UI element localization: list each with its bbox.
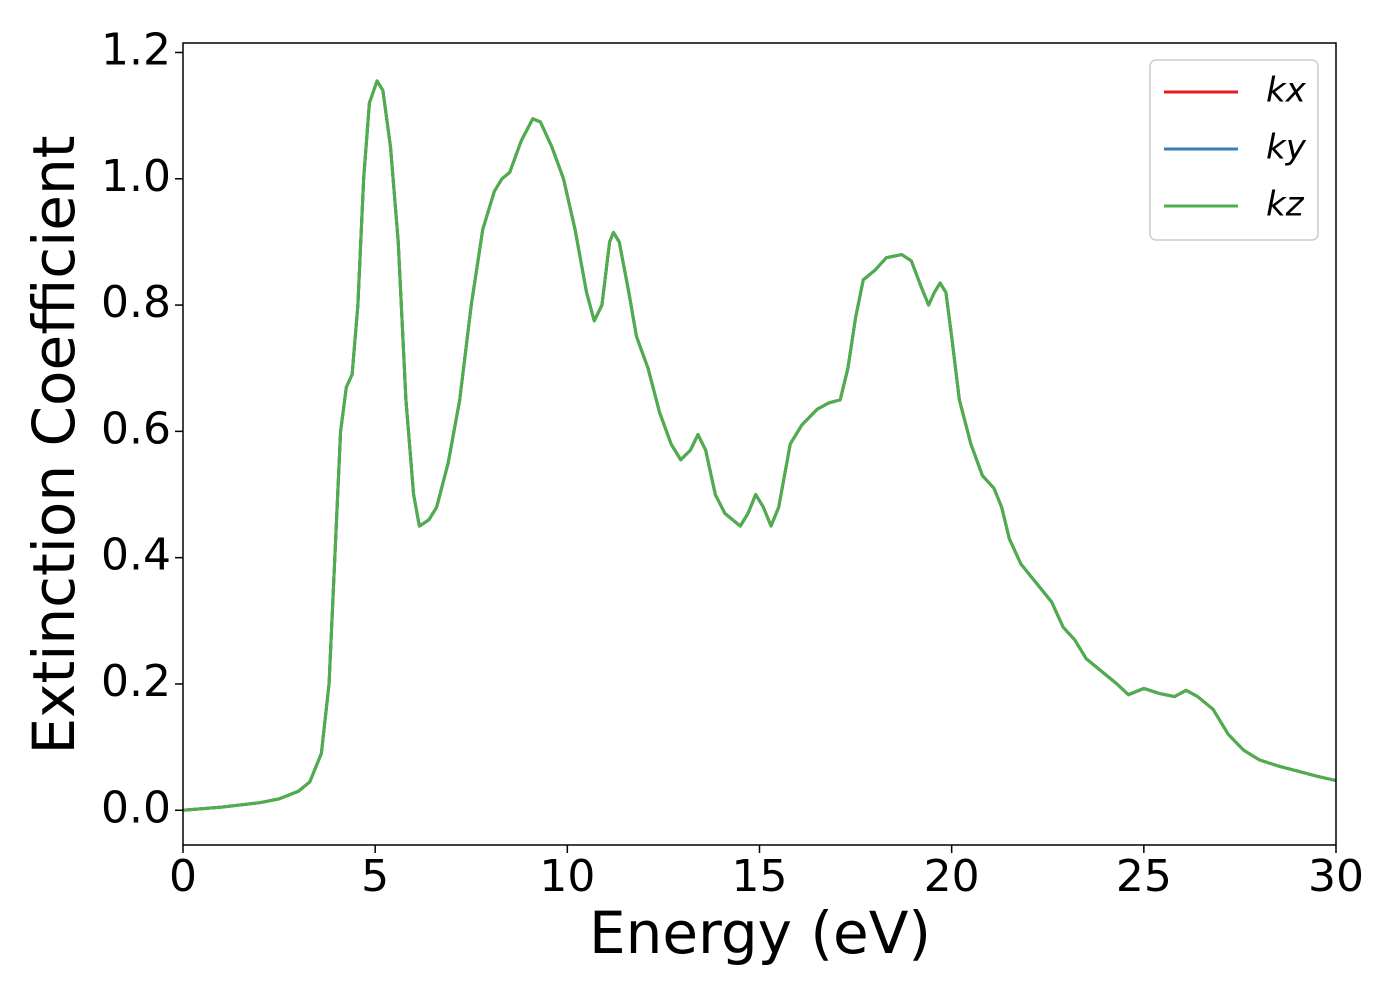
x-tick-label: 15 [732, 851, 788, 902]
y-tick-label: 1.2 [101, 24, 171, 75]
legend-label: kx [1266, 71, 1307, 111]
y-tick-label: 0.0 [101, 782, 171, 833]
legend-label: kz [1266, 185, 1305, 225]
y-tick-label: 0.6 [101, 403, 171, 454]
x-tick-label: 10 [539, 851, 595, 902]
plot-frame [182, 42, 1337, 846]
y-tick-label: 0.2 [101, 656, 171, 707]
y-axis-label: Extinction Coefficient [20, 136, 88, 755]
x-tick-label: 0 [169, 851, 197, 902]
x-axis-label: Energy (eV) [589, 899, 931, 967]
x-tick-label: 25 [1116, 851, 1172, 902]
x-tick-label: 30 [1308, 851, 1364, 902]
legend-label: ky [1266, 128, 1307, 168]
x-tick-label: 20 [924, 851, 980, 902]
data-line [182, 79, 1337, 812]
y-tick-label: 0.8 [101, 277, 171, 328]
y-tick-label: 1.0 [101, 151, 171, 202]
x-tick-label: 5 [361, 851, 389, 902]
y-tick-label: 0.4 [101, 530, 171, 581]
